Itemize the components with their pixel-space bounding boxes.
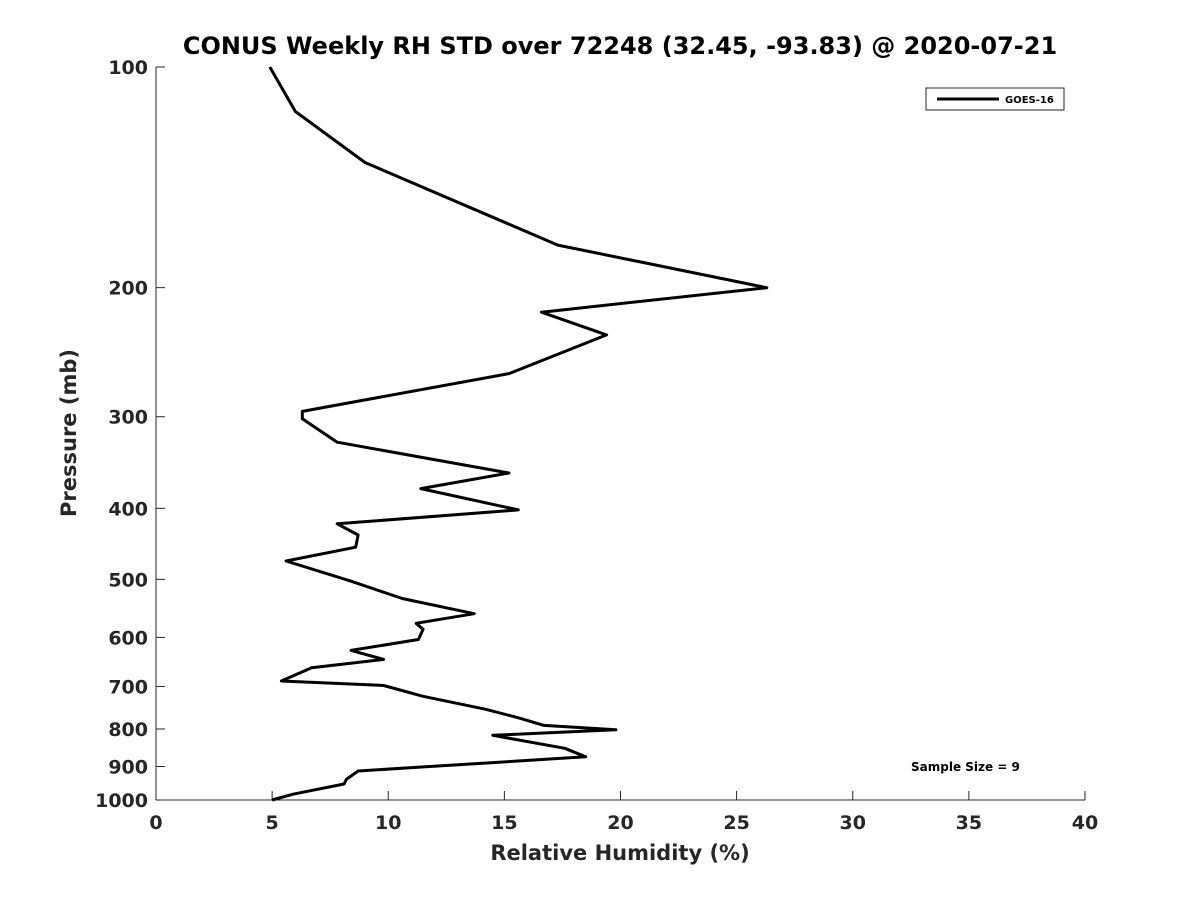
x-tick-label: 5 (266, 812, 279, 834)
x-tick-label: 20 (607, 812, 633, 834)
series-line-goes-16 (268, 66, 769, 802)
y-axis-label: Pressure (mb) (57, 349, 81, 517)
x-tick-label: 10 (375, 812, 401, 834)
plot-area (156, 67, 1085, 800)
y-ticks: 100 200 300 400 500 600 700 800 900 1000 (95, 57, 165, 812)
y-tick-label: 900 (108, 756, 148, 778)
sample-size-annotation: Sample Size = 9 (911, 760, 1020, 774)
y-tick-label: 600 (108, 627, 148, 649)
y-tick-label: 500 (108, 569, 148, 591)
y-tick-label: 100 (108, 57, 148, 79)
y-tick-label: 800 (108, 719, 148, 741)
y-tick-label: 1000 (95, 790, 148, 812)
x-tick-label: 35 (956, 812, 982, 834)
x-tick-label: 25 (723, 812, 749, 834)
legend-label: GOES-16 (1005, 95, 1054, 106)
y-tick-label: 200 (108, 278, 148, 300)
x-tick-label: 30 (840, 812, 866, 834)
x-axis-label: Relative Humidity (%) (490, 841, 749, 865)
x-tick-label: 0 (149, 812, 162, 834)
y-tick-label: 400 (108, 498, 148, 520)
y-tick-label: 300 (108, 407, 148, 429)
legend: GOES-16 (925, 87, 1065, 111)
chart-title: CONUS Weekly RH STD over 72248 (32.45, -… (183, 32, 1057, 60)
x-tick-label: 40 (1072, 812, 1098, 834)
series-group (268, 66, 769, 802)
x-tick-label: 15 (491, 812, 517, 834)
x-ticks: 0 5 10 15 20 25 30 35 40 (149, 791, 1098, 834)
y-tick-label: 700 (108, 676, 148, 698)
